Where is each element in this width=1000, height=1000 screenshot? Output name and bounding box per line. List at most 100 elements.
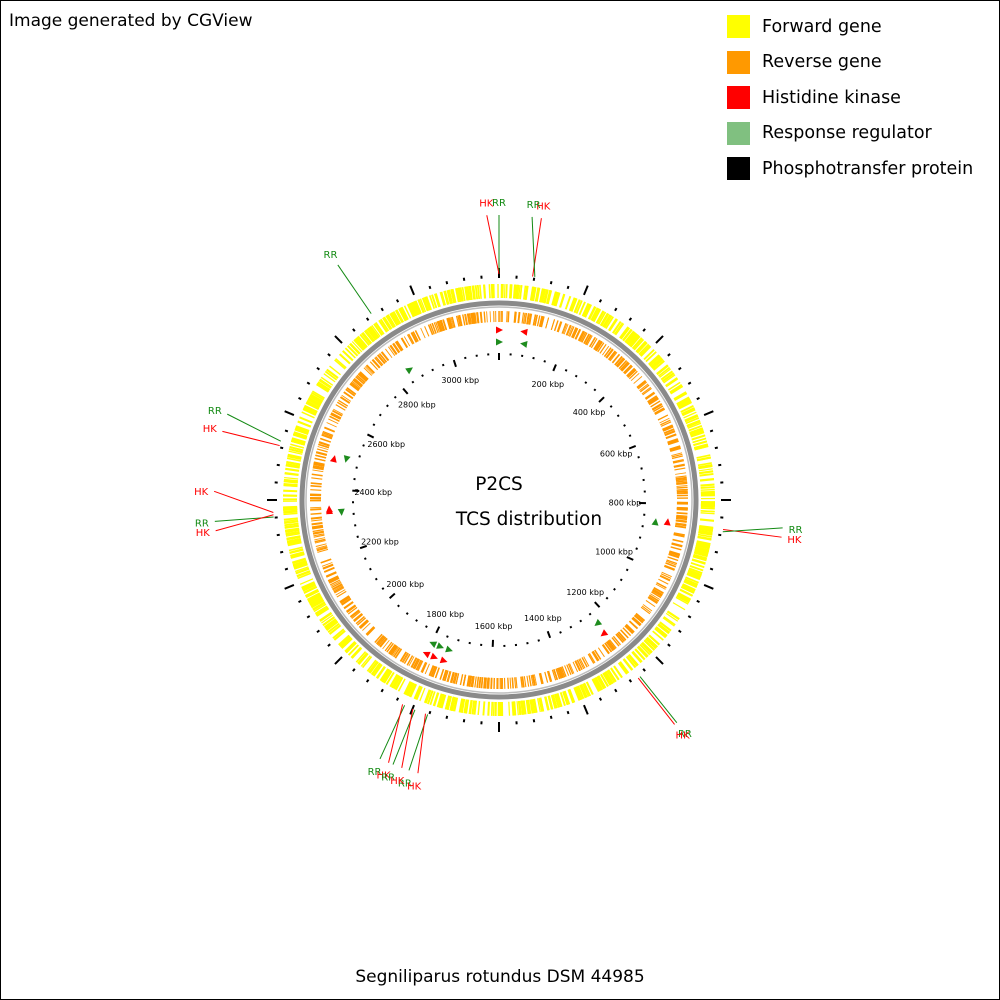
forward-gene-mark [677,594,690,602]
reverse-gene-mark [672,458,684,463]
forward-gene-mark [426,690,434,705]
reverse-gene-mark [449,671,454,683]
outer-major-tick [409,704,415,715]
forward-gene-mark [294,428,309,435]
reverse-gene-mark [312,528,324,533]
forward-gene-mark [287,455,302,461]
outer-minor-tick [365,317,370,321]
forward-gene-mark [471,700,475,715]
forward-gene-mark [588,306,596,320]
reverse-gene-mark [371,359,381,369]
forward-gene-mark [692,437,707,444]
forward-gene-mark [365,329,375,342]
response-regulator-leader [531,216,536,277]
histidine-kinase-marker [663,518,671,526]
forward-gene-mark [698,530,713,536]
reverse-gene-mark [312,469,324,473]
reverse-gene-mark [341,598,352,606]
reverse-gene-mark [664,564,676,570]
forward-gene-mark [613,322,623,335]
forward-gene-mark [624,330,635,343]
reverse-gene-mark [429,665,435,677]
forward-gene-mark [473,700,478,715]
forward-gene-mark [596,676,605,690]
reverse-gene-mark [650,593,660,600]
forward-gene-mark [409,683,417,698]
forward-gene-mark [650,357,662,368]
forward-gene-mark [395,309,404,323]
forward-gene-mark [479,284,482,299]
forward-gene-mark [648,635,660,646]
reverse-gene-mark [339,595,350,603]
reverse-gene-mark [669,550,681,555]
forward-gene-mark [465,699,470,714]
forward-gene-mark [385,672,395,685]
reverse-gene-mark [314,538,326,543]
forward-gene-mark [527,699,532,714]
forward-gene-mark [437,693,444,708]
reverse-gene-mark [647,395,658,403]
forward-gene-mark [363,330,374,343]
forward-gene-mark [591,678,600,692]
reverse-gene-mark [536,315,541,327]
reverse-gene-mark [365,626,375,635]
forward-gene-mark [680,585,695,594]
kbp-tick-label: 2200 kbp [361,537,399,546]
forward-gene-mark [317,382,330,392]
reverse-gene-mark [665,433,677,440]
reverse-gene-mark [310,482,322,485]
response-regulator-leader [722,527,783,533]
reverse-gene-mark [362,622,371,631]
reverse-gene-mark [676,512,688,514]
reverse-gene-mark [637,380,647,389]
histidine-kinase-label: HK [196,528,211,539]
outer-minor-tick [395,697,400,701]
forward-gene-mark [542,289,548,304]
reverse-gene-mark [403,653,411,664]
reverse-gene-mark [377,354,386,364]
forward-gene-mark [284,473,299,477]
outer-major-tick [284,584,295,590]
forward-gene-mark [453,697,459,712]
response-regulator-label: RR [208,406,222,417]
forward-gene-mark [689,427,703,434]
outer-minor-tick [380,307,384,312]
forward-gene-mark [284,522,299,527]
forward-gene-mark [311,599,325,609]
reverse-gene-mark [544,671,549,683]
reverse-gene-mark [385,348,393,359]
reverse-gene-mark [455,673,460,685]
histidine-kinase-label: HK [376,771,391,782]
reverse-gene-mark [522,312,526,324]
kbp-tick-label: 1400 kbp [524,614,562,623]
forward-gene-mark [389,674,399,688]
forward-gene-mark [682,583,696,591]
reverse-gene-mark [560,666,566,678]
forward-gene-mark [508,701,511,716]
forward-gene-mark [608,318,618,332]
reverse-gene-mark [654,408,665,415]
outer-major-tick [703,410,714,416]
kbp-minor-tick [374,577,378,581]
reverse-gene-mark [575,329,582,340]
forward-gene-mark [305,588,319,597]
tcs-marker-track [325,326,671,664]
outer-minor-tick [306,381,311,385]
reverse-gene-mark [329,415,340,422]
reverse-gene-mark [346,605,357,613]
forward-gene-mark [366,659,377,672]
outer-minor-tick [714,446,719,450]
reverse-gene-mark [556,321,562,332]
forward-gene-mark [697,535,712,540]
forward-gene-mark [508,284,512,299]
forward-gene-mark [284,520,299,524]
forward-gene-mark [699,525,714,530]
reverse-gene-mark [521,676,525,688]
reverse-gene-mark [639,384,650,393]
reverse-gene-mark [358,372,368,381]
response-regulator-label: RR [381,773,395,784]
reverse-gene-mark [462,314,466,326]
histidine-kinase-marker [439,656,448,664]
reverse-gene-mark [649,594,660,602]
forward-gene-mark [696,454,711,459]
